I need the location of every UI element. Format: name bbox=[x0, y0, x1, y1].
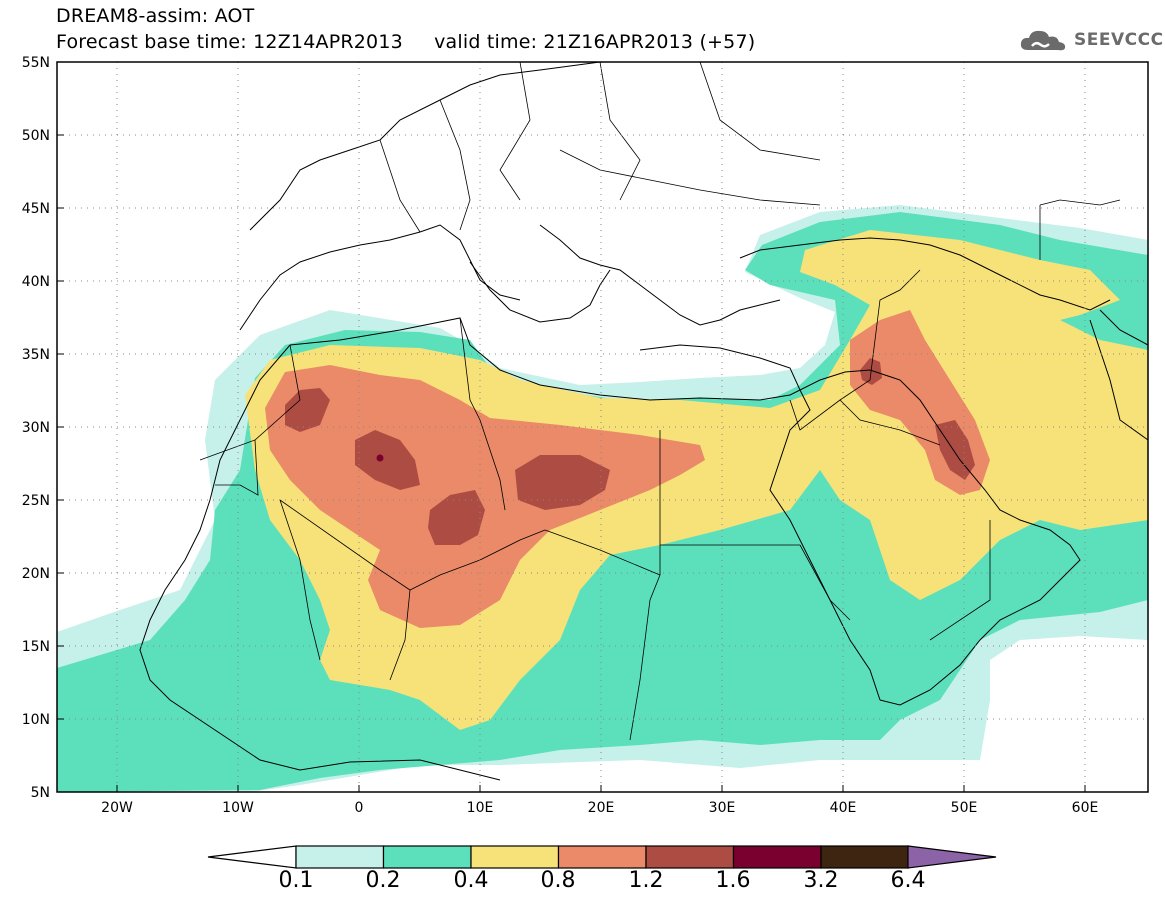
lat-label-55n: 55N bbox=[22, 55, 50, 71]
colorbar-box bbox=[382, 845, 472, 869]
colorbar-label: 1.6 bbox=[715, 868, 751, 893]
lon-labels: 20W 10W 0 10E 20E 30E 40E 50E 60E bbox=[101, 800, 1098, 816]
lat-label-35n: 35N bbox=[22, 347, 50, 363]
lat-label-20n: 20N bbox=[22, 566, 50, 582]
lon-label-60e: 60E bbox=[1072, 800, 1099, 816]
lon-label-10e: 10E bbox=[467, 800, 494, 816]
colorbar-under-triangle bbox=[207, 845, 297, 869]
lat-label-50n: 50N bbox=[22, 128, 50, 144]
lon-label-50e: 50E bbox=[951, 800, 978, 816]
colorbar-label: 0.2 bbox=[365, 868, 401, 893]
lon-label-20w: 20W bbox=[101, 800, 133, 816]
aot-band-1.6 bbox=[376, 454, 384, 462]
lat-label-25n: 25N bbox=[22, 493, 50, 509]
lat-label-40n: 40N bbox=[22, 274, 50, 290]
colorbar-label: 6.4 bbox=[890, 868, 926, 893]
lat-label-45n: 45N bbox=[22, 201, 50, 217]
tick-marks bbox=[57, 61, 1086, 793]
colorbar-boxes bbox=[295, 845, 910, 869]
aot-band-1.2-a bbox=[285, 388, 330, 432]
colorbar-label: 1.2 bbox=[628, 868, 664, 893]
aot-band-1.2-f bbox=[935, 420, 975, 480]
lat-label-10n: 10N bbox=[22, 712, 50, 728]
colorbar-box bbox=[557, 845, 647, 869]
lon-label-0: 0 bbox=[355, 800, 364, 816]
map-subtitle: Forecast base time: 12Z14APR2013 valid t… bbox=[56, 31, 756, 53]
colorbar-box bbox=[820, 845, 910, 869]
colorbar-label: 0.8 bbox=[540, 868, 576, 893]
lat-label-15n: 15N bbox=[22, 639, 50, 655]
logo-text: SEEVCCC bbox=[1074, 30, 1164, 50]
country-borders bbox=[199, 62, 1121, 741]
colorbar-over-triangle bbox=[907, 845, 997, 869]
aot-field bbox=[57, 62, 1148, 792]
lon-label-40e: 40E bbox=[830, 800, 857, 816]
lon-label-10w: 10W bbox=[222, 800, 254, 816]
lon-label-30e: 30E bbox=[709, 800, 736, 816]
lat-label-30n: 30N bbox=[22, 420, 50, 436]
colorbar-label: 3.2 bbox=[803, 868, 839, 893]
colorbar-box bbox=[470, 845, 560, 869]
aot-band-1.2-b bbox=[355, 430, 420, 490]
colorbar-box bbox=[732, 845, 822, 869]
colorbar-box bbox=[645, 845, 735, 869]
aot-band-1.2-c bbox=[428, 490, 485, 545]
colorbar-label: 0.4 bbox=[453, 868, 489, 893]
seevccc-logo: SEEVCCC bbox=[1018, 26, 1164, 54]
map-title: DREAM8-assim: AOT bbox=[56, 5, 255, 27]
cloud-icon bbox=[1020, 30, 1066, 51]
coastlines bbox=[139, 62, 1148, 781]
lat-labels: 5N 10N 15N 20N 25N 30N 35N 40N 45N 50N 5… bbox=[22, 55, 50, 801]
colorbar bbox=[207, 845, 997, 869]
colorbar-box bbox=[295, 845, 385, 869]
aot-band-1.2-d bbox=[515, 455, 610, 510]
lat-label-5n: 5N bbox=[31, 785, 50, 801]
lon-label-20e: 20E bbox=[588, 800, 615, 816]
colorbar-label: 0.1 bbox=[278, 868, 314, 893]
